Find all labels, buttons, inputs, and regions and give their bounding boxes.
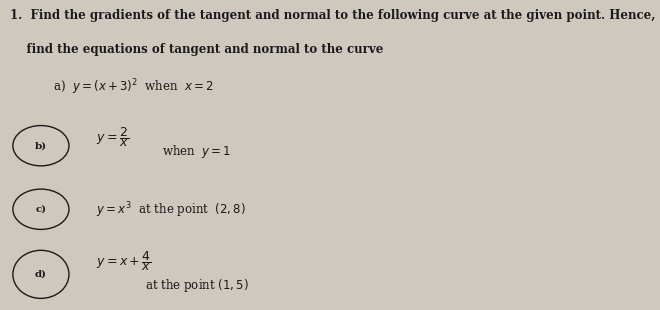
Text: a)  $y=(x+3)^{2}$  when  $x=2$: a) $y=(x+3)^{2}$ when $x=2$	[53, 77, 214, 97]
Text: at the point $(1,5)$: at the point $(1,5)$	[145, 277, 249, 294]
Text: when  $y = 1$: when $y = 1$	[162, 143, 231, 160]
Text: c): c)	[36, 205, 46, 214]
Text: b): b)	[35, 141, 47, 150]
Text: 1.  Find the gradients of the tangent and normal to the following curve at the g: 1. Find the gradients of the tangent and…	[10, 9, 655, 22]
Text: d): d)	[35, 270, 47, 279]
Text: $y = x + \dfrac{4}{x}$: $y = x + \dfrac{4}{x}$	[96, 250, 151, 273]
Text: $y = x^{3}$  at the point  $(2,8)$: $y = x^{3}$ at the point $(2,8)$	[96, 200, 246, 219]
Text: $y = \dfrac{2}{x}$: $y = \dfrac{2}{x}$	[96, 126, 129, 149]
Text: find the equations of tangent and normal to the curve: find the equations of tangent and normal…	[10, 43, 383, 56]
